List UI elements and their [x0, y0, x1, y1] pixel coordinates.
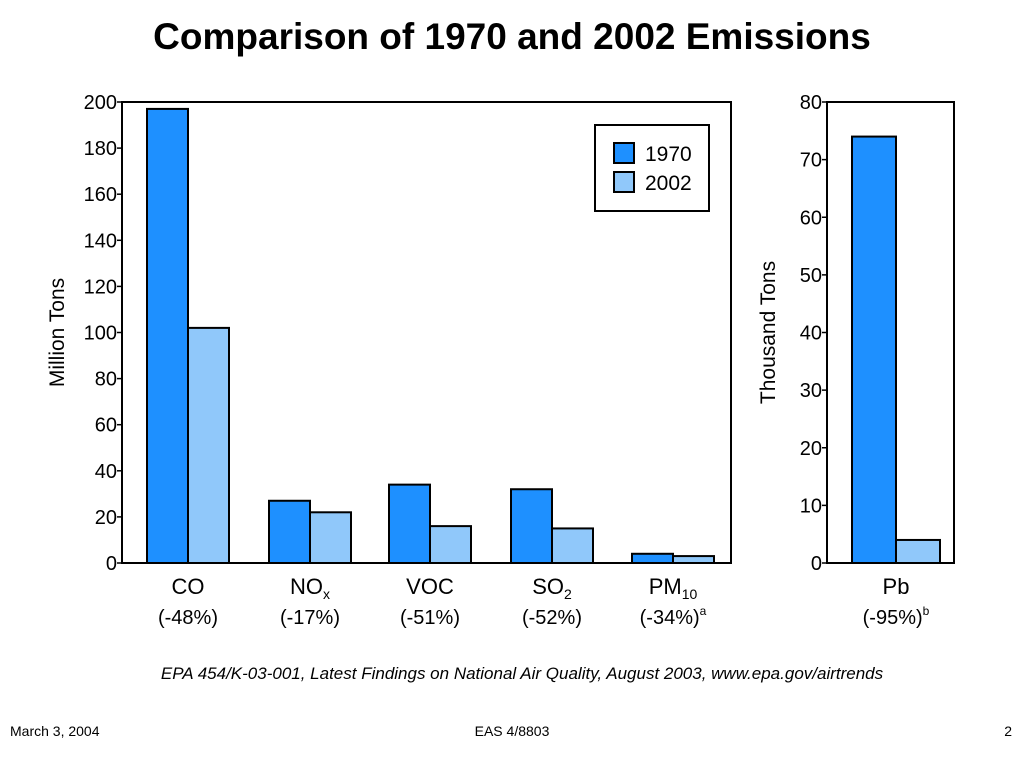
plot-frame — [121, 101, 732, 564]
y-tick-label: 160 — [84, 184, 117, 206]
legend-swatch-1970 — [613, 142, 635, 164]
bar-2002 — [309, 511, 352, 564]
slide-title: Comparison of 1970 and 2002 Emissions — [153, 16, 871, 57]
category-change-label: (-34%)a — [640, 604, 707, 629]
category-label: PM10 — [649, 574, 698, 602]
category-label: VOC — [406, 574, 454, 599]
y-tick-label: 30 — [800, 380, 822, 402]
bar-2002 — [672, 555, 715, 565]
footer-course: EAS 4/8803 — [474, 723, 550, 739]
bar-2002 — [895, 538, 941, 565]
plot-frame — [826, 101, 955, 564]
y-axis-label: Million Tons — [46, 278, 69, 387]
y-tick-label: 0 — [811, 553, 822, 575]
bar-1970 — [631, 552, 674, 565]
y-tick-label: 100 — [84, 323, 117, 345]
y-tick-label: 80 — [800, 92, 822, 114]
bar-2002 — [429, 525, 472, 564]
y-tick-label: 10 — [800, 495, 822, 517]
category-change-label: (-95%)b — [863, 604, 930, 629]
category-label: NOx — [290, 574, 330, 602]
y-tick-label: 0 — [106, 553, 117, 575]
legend-swatch-2002 — [613, 171, 635, 193]
bar-2002 — [187, 326, 230, 565]
bar-1970 — [851, 135, 897, 564]
bar-1970 — [510, 488, 553, 564]
footer-page-number: 2 — [1004, 723, 1012, 739]
bar-1970 — [268, 499, 311, 565]
legend-label: 1970 — [645, 143, 692, 166]
y-tick-label: 50 — [800, 265, 822, 287]
category-change-label: (-52%) — [522, 607, 582, 629]
y-tick-label: 60 — [95, 415, 117, 437]
category-label: CO — [172, 574, 205, 599]
y-tick-label: 200 — [84, 92, 117, 114]
y-tick-label: 180 — [84, 138, 117, 160]
y-tick-label: 40 — [800, 323, 822, 345]
category-change-label: (-17%) — [280, 607, 340, 629]
y-tick-label: 120 — [84, 276, 117, 298]
category-change-label: (-51%) — [400, 607, 460, 629]
category-label: SO2 — [532, 574, 572, 602]
y-tick-label: 60 — [800, 207, 822, 229]
source-citation: EPA 454/K-03-001, Latest Findings on Nat… — [160, 664, 884, 683]
y-tick-label: 70 — [800, 150, 822, 172]
category-label: Pb — [883, 574, 910, 599]
y-tick-label: 80 — [95, 369, 117, 391]
y-tick-label: 20 — [800, 438, 822, 460]
legend-box — [594, 124, 710, 212]
y-axis-label: Thousand Tons — [757, 261, 780, 404]
bar-1970 — [388, 483, 431, 565]
legend-label: 2002 — [645, 172, 692, 195]
bar-2002 — [551, 527, 594, 564]
y-tick-label: 20 — [95, 507, 117, 529]
bar-1970 — [146, 107, 189, 564]
footer-date: March 3, 2004 — [10, 723, 100, 739]
y-tick-label: 40 — [95, 461, 117, 483]
category-change-label: (-48%) — [158, 607, 218, 629]
y-tick-label: 140 — [84, 230, 117, 252]
